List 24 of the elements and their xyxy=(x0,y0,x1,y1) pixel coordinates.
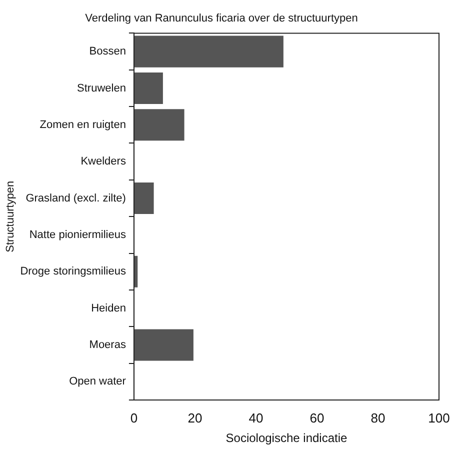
y-tick-label: Heiden xyxy=(91,302,126,314)
x-tick-label: 100 xyxy=(428,410,450,426)
y-tick-label: Droge storingsmilieus xyxy=(20,266,126,278)
x-tick-label: 20 xyxy=(188,410,202,426)
bar xyxy=(134,329,194,361)
chart-title: Verdeling van Ranunculus ficaria over de structuurtypen xyxy=(85,12,358,25)
bar xyxy=(134,36,284,68)
y-tick-label: Open water xyxy=(69,376,126,388)
y-axis-title: Structuurtypen xyxy=(4,180,17,252)
bar xyxy=(134,182,154,214)
x-axis-title: Sociologische indicatie xyxy=(226,431,348,446)
y-tick-label: Zomen en ruigten xyxy=(40,118,126,131)
x-tick-label: 40 xyxy=(248,410,264,426)
y-tick-label: Moeras xyxy=(89,339,126,352)
x-tick-label: 80 xyxy=(370,410,386,426)
y-tick-label: Bossen xyxy=(89,46,126,58)
x-tick-label: 60 xyxy=(310,410,324,426)
y-tick-label: Grasland (excl. zilte) xyxy=(26,192,126,204)
x-tick-label: 0 xyxy=(130,410,138,426)
bar xyxy=(134,72,163,104)
bar xyxy=(134,109,184,141)
y-tick-label: Struwelen xyxy=(77,82,126,94)
y-tick-label: Natte pioniermilieus xyxy=(29,228,126,241)
y-tick-label: Kwelders xyxy=(80,156,126,168)
